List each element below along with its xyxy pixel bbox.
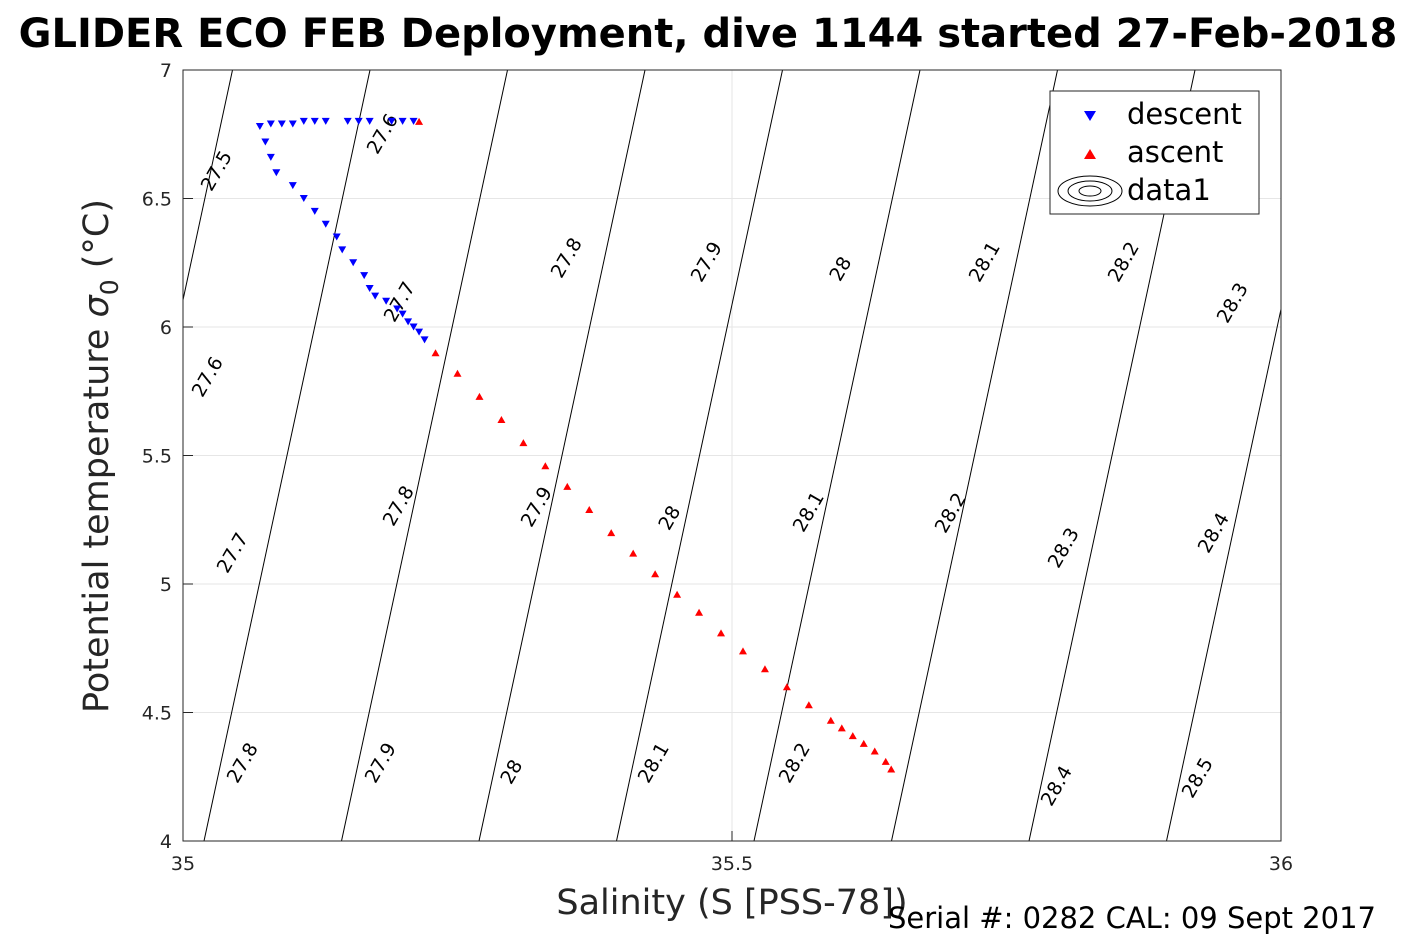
descent-point	[371, 292, 380, 300]
descent-point	[255, 123, 264, 131]
ascent-point	[607, 529, 616, 537]
descent-point	[321, 117, 330, 125]
legend-descent-label: descent	[1127, 97, 1242, 131]
descent-point	[398, 117, 407, 125]
ascent-point	[673, 590, 682, 598]
descent-point	[382, 297, 391, 305]
y-tick-label: 4	[160, 831, 172, 853]
legend-ascent-label: ascent	[1127, 135, 1223, 169]
ascent-point	[475, 392, 484, 400]
x-tick-label: 35.5	[711, 853, 753, 875]
descent-point	[365, 284, 374, 292]
descent-point	[409, 323, 418, 331]
y-tick-label: 6.5	[142, 189, 172, 211]
isopycnal-line	[341, 69, 508, 842]
descent-point	[299, 195, 308, 202]
descent-point	[404, 318, 413, 326]
y-tick-label: 5	[160, 574, 172, 596]
ascent-point	[585, 505, 594, 513]
isopycnal-line	[753, 69, 921, 842]
y-axis-label: Potential temperature σ0 (°C)	[77, 199, 124, 713]
ascent-point	[848, 732, 857, 740]
isopycnal-line	[1166, 309, 1282, 842]
isopycnal-line	[616, 69, 783, 842]
isopycnal-line	[203, 69, 371, 842]
descent-point	[420, 336, 429, 344]
descent-point	[277, 120, 286, 128]
ascent-point	[804, 701, 813, 709]
y-axis-label-suffix: (°C)	[77, 199, 117, 279]
y-tick-label: 7	[160, 60, 172, 82]
legend-ascent-marker	[1084, 149, 1096, 159]
ascent-point	[651, 570, 660, 578]
descent-point	[398, 310, 407, 318]
descent-point	[415, 328, 424, 336]
descent-point	[288, 120, 297, 128]
ascent-point	[717, 629, 726, 637]
ascent-point	[782, 683, 791, 691]
isopycnal-line	[478, 69, 646, 842]
descent-point	[338, 246, 347, 254]
ascent-point	[497, 416, 506, 424]
descent-point	[332, 233, 341, 241]
descent-point	[299, 117, 308, 125]
legend-data1-label: data1	[1127, 173, 1211, 207]
y-tick-label: 4.5	[142, 703, 172, 725]
ascent-point	[541, 462, 550, 470]
y-axis-label-prefix: Potential temperature	[77, 317, 117, 713]
ascent-point	[760, 665, 769, 673]
ascent-point	[859, 739, 868, 747]
ascent-point	[881, 757, 890, 765]
chart-title: GLIDER ECO FEB Deployment, dive 1144 sta…	[19, 11, 1398, 57]
ascent-point	[431, 349, 440, 357]
legend-contour-icon	[1057, 175, 1123, 207]
isopycnal-line	[891, 69, 1058, 842]
x-tick-label: 35	[171, 853, 195, 875]
y-axis-label-sub: 0	[95, 279, 124, 295]
ascent-point	[738, 647, 747, 655]
descent-point	[387, 117, 396, 125]
ascent-point	[519, 439, 528, 447]
y-axis-label-sigma: σ	[77, 293, 117, 317]
descent-point	[360, 272, 369, 280]
data-points	[255, 117, 896, 773]
descent-point	[261, 138, 270, 146]
ascent-point	[629, 549, 638, 557]
descent-point	[321, 220, 330, 228]
isopycnal-line	[182, 69, 233, 301]
descent-point	[272, 169, 281, 177]
ascent-point	[826, 716, 835, 724]
ascent-point	[887, 765, 896, 773]
descent-point	[266, 120, 275, 128]
descent-point	[343, 117, 352, 125]
descent-point	[365, 117, 374, 125]
descent-point	[288, 182, 297, 190]
ascent-point	[695, 608, 704, 616]
descent-point	[354, 117, 363, 125]
ascent-point	[563, 482, 572, 490]
y-tick-label: 6	[160, 317, 172, 339]
axis-ticks: 35 35.5 36 4 4.5 5 5.5 6 6.5 7	[142, 60, 1293, 875]
descent-point	[393, 305, 402, 313]
descent-point	[310, 207, 319, 215]
descent-point	[409, 117, 418, 125]
ascent-point	[870, 747, 879, 755]
ascent-point	[453, 369, 462, 377]
x-axis-label: Salinity (S [PSS-78])	[556, 883, 907, 923]
x-tick-label: 36	[1269, 853, 1293, 875]
descent-point	[310, 117, 319, 125]
serial-calibration-note: Serial #: 0282 CAL: 09 Sept 2017	[888, 901, 1376, 935]
ascent-point	[415, 117, 424, 125]
descent-point	[349, 259, 358, 267]
legend-descent-marker	[1084, 111, 1096, 121]
ascent-point	[837, 724, 846, 732]
descent-point	[266, 153, 275, 161]
legend: descent ascent data1	[1049, 90, 1260, 215]
y-tick-label: 5.5	[142, 446, 172, 468]
